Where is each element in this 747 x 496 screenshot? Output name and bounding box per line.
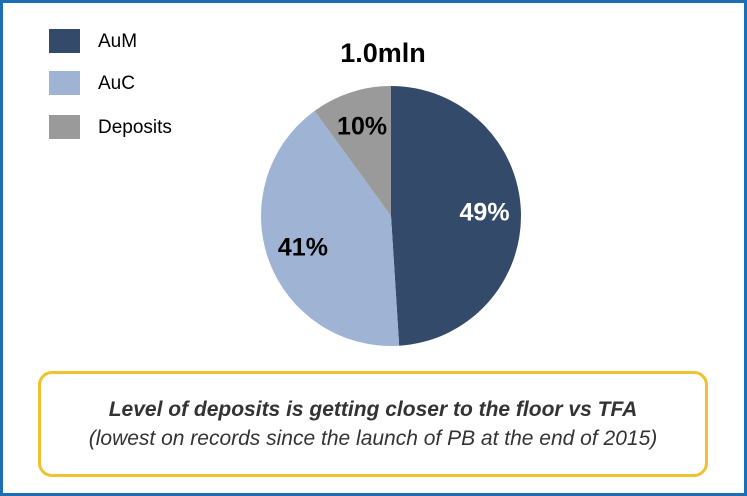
slice-label: 41%	[278, 233, 328, 261]
slice-label: 49%	[460, 199, 510, 227]
slice-label: 10%	[337, 113, 387, 141]
legend-label: AuC	[98, 73, 135, 94]
callout-emphasis: Level of deposits is getting closer to t…	[108, 398, 638, 421]
legend-label: Deposits	[98, 117, 172, 138]
pie-slice	[314, 86, 391, 216]
chart-title: 1.0mln	[340, 38, 426, 68]
callout-detail: (lowest on records since the launch of P…	[88, 427, 658, 450]
legend-swatch	[49, 115, 80, 139]
legend-swatch	[49, 29, 80, 53]
legend-label: AuM	[98, 31, 137, 52]
pie-slice	[391, 86, 521, 346]
pie-slice	[260, 110, 400, 346]
callout-text: Level of deposits is getting closer to t…	[81, 395, 665, 453]
callout-box: Level of deposits is getting closer to t…	[38, 371, 708, 477]
legend-swatch	[49, 71, 80, 95]
chart: 1.0mln 49% 41% 10% AuM AuC Deposits	[49, 29, 521, 346]
